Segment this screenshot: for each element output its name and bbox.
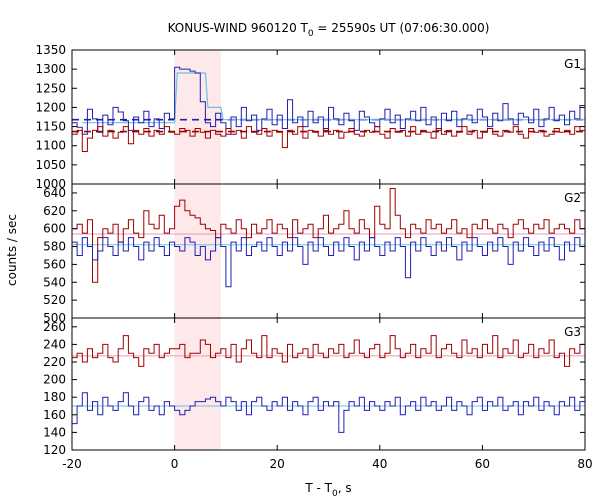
series-g2-red [72,188,585,283]
y-tick-label: 600 [43,222,66,236]
y-tick-label: 200 [43,373,66,387]
y-tick-label: 1150 [35,120,66,134]
series-g3-red [72,335,585,367]
y-tick-label: 120 [43,443,66,457]
x-tick-label: 20 [270,457,285,471]
series-g3-blue [72,392,585,433]
y-tick-label: 500 [43,311,66,325]
y-tick-label: 1000 [35,177,66,191]
y-tick-label: 260 [43,320,66,334]
panel-label: G3 [564,325,581,339]
series-g1-red [72,126,585,152]
y-tick-label: 560 [43,257,66,271]
series-g2-blue [72,237,585,288]
panel-g1: 1000 1050 1100 1150 1200 1250 1300 1350 G1 [35,43,586,191]
y-tick-label: 220 [43,355,66,369]
x-tick-label: 80 [577,457,592,471]
y-tick-label: 640 [43,186,66,200]
panel-label: G1 [564,57,581,71]
panel-label: G2 [564,191,581,205]
y-tick-label: 180 [43,390,66,404]
y-tick-label: 140 [43,425,66,439]
y-tick-label: 540 [43,275,66,289]
highlight-band [174,50,221,450]
y-tick-label: 620 [43,204,66,218]
x-tick-label: 0 [171,457,179,471]
series-g1-blue [72,66,585,135]
y-tick-label: 1050 [35,158,66,172]
y-tick-label: 1250 [35,81,66,95]
x-axis-label: T - T0, s [304,481,351,499]
y-axis-label: counts / sec [5,214,19,286]
y-tick-label: 160 [43,408,66,422]
panel-frame [71,317,586,451]
x-tick-label: 40 [372,457,387,471]
y-tick-label: 1350 [35,43,66,57]
y-tick-label: 1200 [35,100,66,114]
y-tick-label: 240 [43,337,66,351]
panel-g2: 500 520 540 560 580 600 620 640 G2 [43,183,586,325]
chart-title: KONUS-WIND 960120 T0 = 25590s UT (07:06:… [168,21,490,39]
x-tick-label: -20 [62,457,82,471]
panel-g3: 120 140 160 180 200 220 240 260 G3 [43,317,586,457]
y-tick-label: 520 [43,293,66,307]
x-tick-label: 60 [475,457,490,471]
y-tick-label: 1100 [35,139,66,153]
y-tick-label: 1300 [35,62,66,76]
y-tick-label: 580 [43,240,66,254]
